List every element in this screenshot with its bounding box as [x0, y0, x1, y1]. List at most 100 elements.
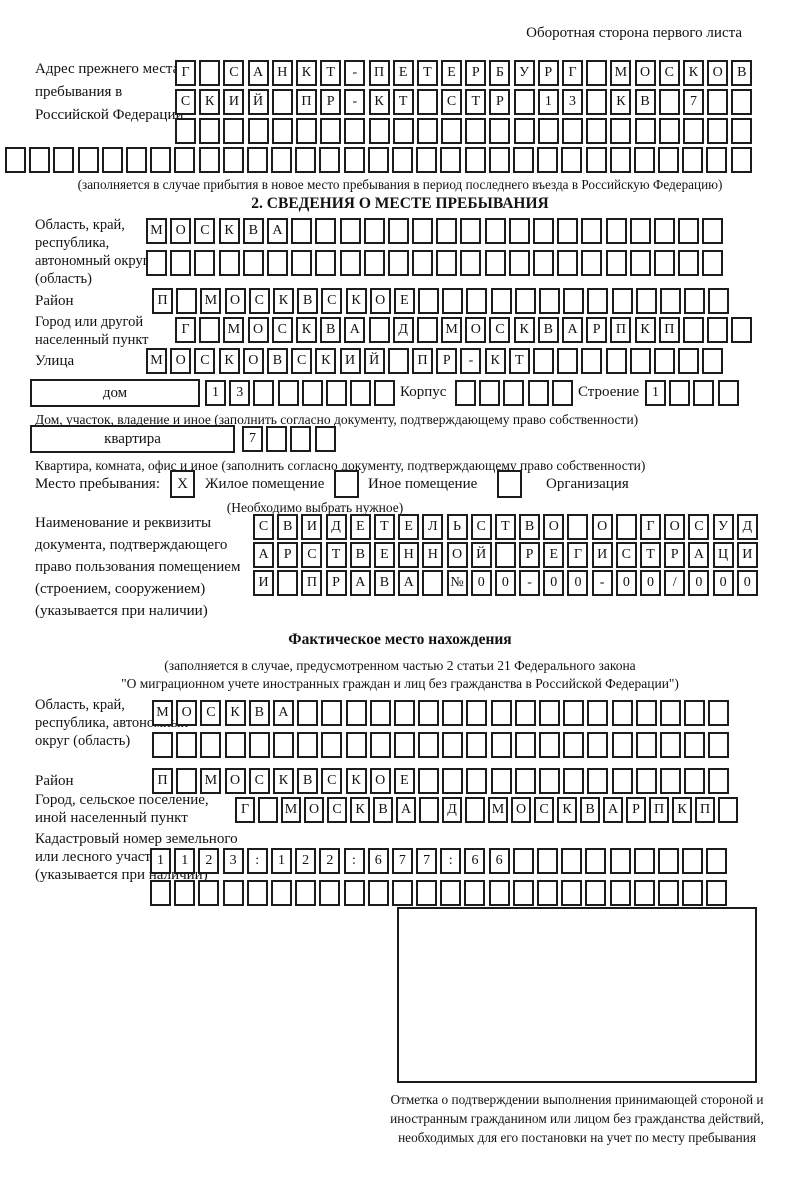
- char-cell: [539, 732, 560, 758]
- fact-oblast-row-2[interactable]: [152, 732, 730, 758]
- char-cell: [707, 317, 729, 343]
- char-cell: Р: [277, 542, 299, 568]
- checkbox-zhiloe[interactable]: X: [170, 470, 195, 498]
- stroenie-cells[interactable]: 1: [645, 380, 739, 406]
- char-cell: [266, 250, 288, 276]
- document-row-3[interactable]: И П Р А В А № 0 0-0 0-0 0/0 0 0: [253, 570, 758, 596]
- char-cell: В: [373, 797, 393, 823]
- prev-address-row-4[interactable]: [5, 147, 752, 173]
- fact-oblast-label: Область, край, республика, автономный ок…: [35, 697, 189, 749]
- char-cell: [175, 118, 196, 144]
- char-cell: [176, 732, 198, 758]
- char-cell: К: [272, 288, 294, 314]
- prev-address-row-3[interactable]: [175, 118, 753, 144]
- char-cell: [339, 218, 361, 244]
- option-zhiloe-label: Жилое помещение: [205, 476, 325, 492]
- char-cell: [678, 250, 700, 276]
- char-cell: -: [344, 60, 366, 86]
- char-cell: А: [253, 542, 274, 568]
- char-cell: [653, 348, 675, 374]
- char-cell: [659, 288, 681, 314]
- char-cell: [436, 218, 458, 244]
- char-cell: [367, 880, 389, 906]
- char-cell: О: [465, 317, 487, 343]
- char-cell: С: [658, 60, 680, 86]
- char-cell: [488, 147, 510, 173]
- oblast-row-2[interactable]: [146, 250, 724, 276]
- mesto-label: Место пребывания:: [35, 476, 160, 492]
- char-cell: [557, 250, 579, 276]
- char-cell: К: [513, 317, 535, 343]
- char-cell: [658, 118, 680, 144]
- char-cell: [484, 218, 506, 244]
- char-cell: П: [301, 570, 323, 596]
- kvartira-cells[interactable]: 7: [242, 426, 336, 452]
- char-cell: [682, 118, 704, 144]
- char-cell: [464, 880, 486, 906]
- char-cell: [633, 848, 655, 874]
- char-cell: А: [344, 317, 366, 343]
- char-cell: Н: [398, 542, 420, 568]
- fact-note-1: (заполняется в случае, предусмотренном ч…: [164, 658, 636, 673]
- char-cell: 0: [688, 570, 710, 596]
- korpus-cells[interactable]: [455, 380, 573, 406]
- char-cell: [731, 317, 753, 343]
- char-cell: [387, 250, 409, 276]
- char-cell: [635, 700, 657, 726]
- char-cell: [678, 218, 700, 244]
- char-cell: В: [349, 542, 371, 568]
- char-cell: 2: [295, 848, 317, 874]
- char-cell: Ц: [712, 542, 734, 568]
- char-cell: [367, 147, 389, 173]
- char-cell: [339, 250, 361, 276]
- char-cell: Е: [373, 542, 395, 568]
- char-cell: [176, 288, 198, 314]
- char-cell: [669, 380, 691, 406]
- char-cell: Р: [537, 60, 559, 86]
- char-cell: Й: [470, 542, 492, 568]
- char-cell: [508, 250, 530, 276]
- char-cell: [199, 118, 221, 144]
- char-cell: [537, 880, 558, 906]
- char-cell: Д: [442, 797, 462, 823]
- char-cell: [392, 118, 414, 144]
- char-cell: О: [247, 317, 269, 343]
- char-cell: М: [200, 288, 222, 314]
- char-cell: [533, 218, 554, 244]
- fact-note-2: "О миграционном учете иностранных гражда…: [121, 676, 679, 691]
- char-cell: [466, 768, 488, 794]
- checkbox-inoe[interactable]: [334, 470, 359, 498]
- char-cell: [416, 147, 438, 173]
- char-cell: [464, 147, 486, 173]
- char-cell: [419, 797, 439, 823]
- gorod-label: Город или другой населенный пункт: [35, 314, 149, 348]
- char-cell: [460, 250, 482, 276]
- char-cell: [494, 542, 516, 568]
- char-cell: [315, 218, 337, 244]
- char-cell: Т: [494, 514, 516, 540]
- char-cell: [635, 288, 657, 314]
- char-cell: [441, 118, 463, 144]
- char-cell: Л: [422, 514, 444, 540]
- char-cell: С: [321, 768, 343, 794]
- char-cell: Т: [392, 89, 414, 115]
- char-cell: [465, 797, 485, 823]
- char-cell: М: [610, 60, 632, 86]
- char-cell: [440, 880, 462, 906]
- char-cell: С: [327, 797, 347, 823]
- kadastr-row-2[interactable]: [150, 880, 728, 906]
- checkbox-organizatsiya[interactable]: [497, 470, 522, 498]
